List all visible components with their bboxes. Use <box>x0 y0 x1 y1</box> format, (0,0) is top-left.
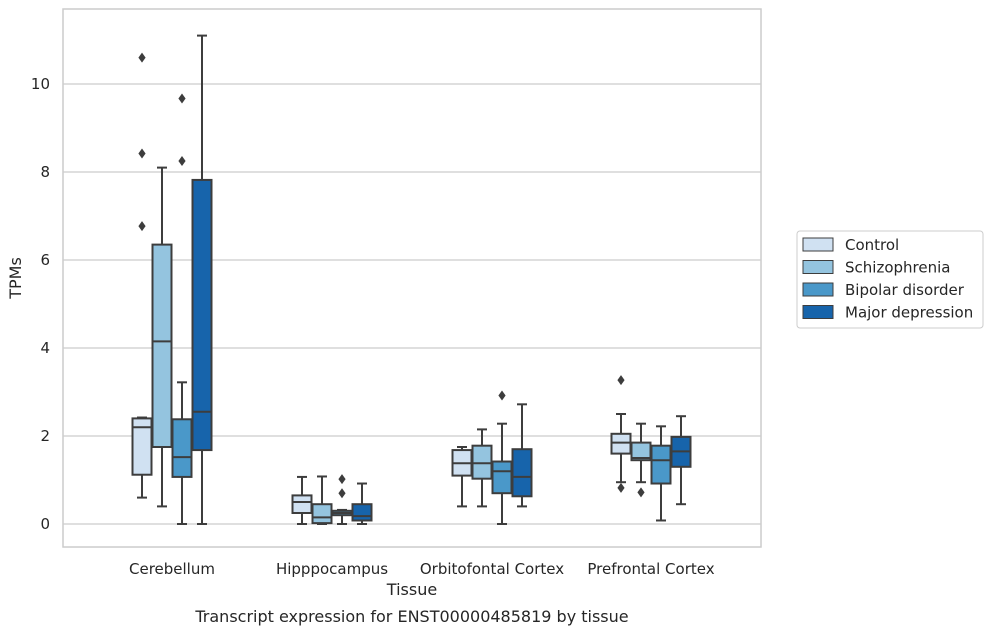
box-body <box>471 444 493 480</box>
box-schizophrenia <box>630 422 652 498</box>
box-major-depression <box>511 403 533 508</box>
legend-swatch <box>802 282 834 297</box>
box-body <box>351 503 373 522</box>
x-tick-label: Cerebellum <box>129 560 215 578</box>
y-tick-label: 6 <box>40 251 50 269</box>
box-control <box>451 446 473 508</box>
box-control <box>131 52 153 499</box>
legend-label: Major depression <box>845 304 973 322</box>
chart-caption: Transcript expression for ENST0000048581… <box>194 607 628 626</box>
x-tick-labels: Cerebellum Hipppocampus Orbitofontal Corte… <box>129 560 715 578</box>
legend-label: Control <box>845 236 899 254</box>
legend-label: Schizophrenia <box>845 259 950 277</box>
box-schizophrenia <box>471 428 493 508</box>
outlier-point <box>178 93 186 104</box>
box-bipolar-disorder <box>650 425 672 522</box>
plot-frame <box>62 8 762 548</box>
box-body <box>311 503 333 525</box>
box-major-depression <box>351 482 373 525</box>
outlier-point <box>637 487 645 498</box>
x-tick-label: Hipppocampus <box>276 560 388 578</box>
outlier-point <box>178 156 186 166</box>
box-bipolar-disorder <box>491 390 513 525</box>
legend-swatch <box>802 237 834 252</box>
outlier-point <box>498 390 506 401</box>
legend-frame <box>796 230 984 329</box>
box-body <box>291 494 313 514</box>
box-major-depression <box>191 34 213 525</box>
y-tick-label: 2 <box>40 427 50 445</box>
box-schizophrenia <box>151 166 173 508</box>
y-tick-label: 4 <box>40 339 50 357</box>
x-tick-label: Orbitofontal Cortex <box>420 560 564 578</box>
box-body <box>171 418 193 478</box>
box-body <box>491 460 513 495</box>
x-axis-label: Tissue <box>386 580 437 599</box>
box-body <box>191 178 213 452</box>
box-schizophrenia <box>311 475 333 525</box>
box-control <box>291 475 313 525</box>
box-body <box>151 243 173 448</box>
outlier-point <box>138 221 146 232</box>
box-series <box>131 34 692 525</box>
legend: Control Schizophrenia Bipolar disorder Majo… <box>796 230 984 329</box>
outlier-point <box>338 474 346 485</box>
legend-swatch <box>802 305 834 319</box>
box-control <box>610 375 632 493</box>
box-major-depression <box>670 415 692 506</box>
outlier-point <box>138 148 146 159</box>
outlier-point <box>617 482 625 493</box>
y-axis-label: TPMs <box>6 257 25 300</box>
y-tick-label: 10 <box>31 75 50 93</box>
outlier-point <box>617 375 625 386</box>
legend-label: Bipolar disorder <box>845 281 965 299</box>
y-tick-label: 0 <box>40 515 50 533</box>
outlier-point <box>338 488 346 499</box>
box-body <box>650 444 672 485</box>
y-tick-labels: 0 2 4 6 8 10 <box>31 75 50 533</box>
outlier-point <box>138 52 146 63</box>
box-body <box>511 448 533 498</box>
legend-swatch <box>802 260 834 274</box>
box-bipolar-disorder <box>331 474 353 525</box>
box-bipolar-disorder <box>171 93 193 525</box>
x-tick-label: Prefrontal Cortex <box>587 560 714 578</box>
y-tick-label: 8 <box>40 163 50 181</box>
box-body <box>610 432 632 455</box>
